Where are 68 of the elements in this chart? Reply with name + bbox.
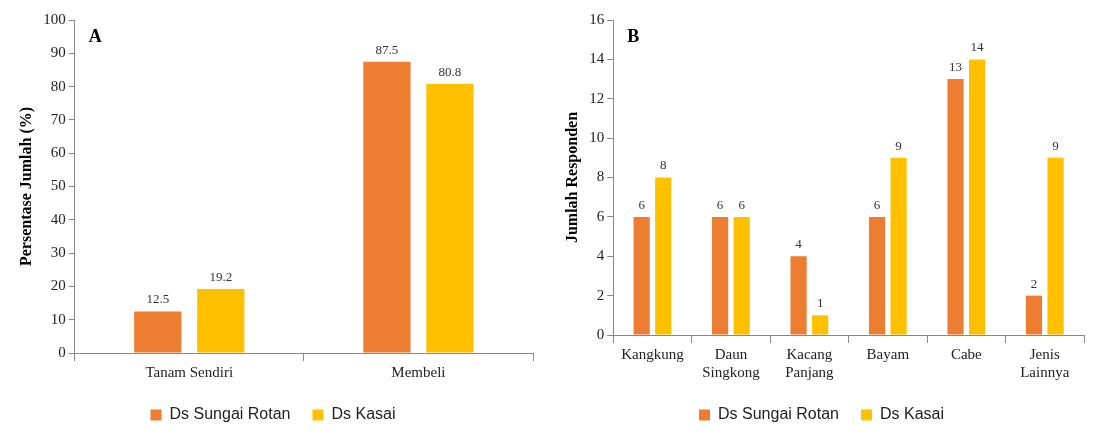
data-label: 6 — [716, 196, 724, 212]
y-tick-label: 4 — [596, 247, 605, 264]
y-axis-title: Persentase Jumlah (%) — [16, 106, 35, 267]
y-axis-title: Jumlah Responden — [562, 111, 581, 244]
bar — [633, 216, 650, 335]
y-tick-label: 0 — [596, 325, 605, 342]
y-tick-label: 2 — [596, 286, 605, 303]
y-tick-label: 12 — [589, 89, 605, 106]
y-tick-label: 100 — [43, 10, 66, 27]
bar — [790, 256, 807, 335]
x-tick-label: Tanam Sendiri — [145, 363, 234, 380]
bar — [1047, 157, 1064, 335]
bar — [712, 216, 729, 335]
legend-label: Ds Kasai — [879, 405, 944, 423]
bar — [1025, 295, 1043, 335]
data-label: 6 — [873, 196, 881, 212]
legend-label: Ds Sungai Rotan — [718, 405, 839, 423]
bar — [969, 59, 986, 335]
bar — [890, 157, 907, 335]
x-tick-label: Kacang Panjang — [785, 345, 835, 380]
data-label: 87.5 — [375, 41, 399, 57]
x-tick-label: Daun Singkong — [702, 345, 761, 380]
bar — [733, 216, 750, 335]
bar — [363, 61, 411, 353]
y-tick-label: 6 — [596, 207, 605, 224]
annotation: B — [627, 25, 640, 46]
y-tick-label: 70 — [50, 110, 66, 127]
data-label: 6 — [638, 196, 646, 212]
data-label: 14 — [970, 39, 985, 55]
data-label: 13 — [949, 58, 963, 74]
data-label: 6 — [738, 196, 746, 212]
data-label: 2 — [1030, 275, 1038, 291]
y-tick-label: 40 — [50, 210, 66, 227]
bar — [868, 216, 886, 335]
y-tick-label: 60 — [50, 144, 66, 161]
data-label: 9 — [1052, 137, 1059, 153]
data-label: 9 — [895, 137, 902, 153]
x-tick-label: Bayam — [866, 345, 910, 362]
y-tick-label: 16 — [589, 10, 605, 27]
y-tick-label: 50 — [50, 177, 66, 194]
bar — [655, 177, 672, 335]
y-tick-label: 30 — [50, 244, 66, 261]
y-tick-label: 0 — [58, 343, 66, 360]
x-tick-label: Kangkung — [621, 345, 685, 362]
data-label: 1 — [816, 295, 824, 311]
x-tick-label: Cabe — [950, 345, 983, 362]
data-label: 12.5 — [146, 291, 170, 307]
data-label: 4 — [795, 236, 803, 252]
legend-label: Ds Sungai Rotan — [169, 405, 291, 423]
bar — [426, 83, 474, 353]
y-tick-label: 90 — [50, 44, 66, 61]
bar — [134, 311, 182, 353]
annotation: A — [88, 25, 102, 46]
y-tick-label: 10 — [589, 129, 605, 146]
bar — [812, 315, 829, 335]
y-tick-label: 8 — [596, 168, 605, 185]
data-label: 80.8 — [438, 63, 462, 79]
legend-label: Ds Kasai — [331, 405, 396, 423]
x-tick-label: Membeli — [391, 363, 446, 380]
data-label: 8 — [659, 157, 667, 173]
y-tick-label: 20 — [50, 277, 66, 294]
data-label: 19.2 — [209, 268, 233, 284]
y-tick-label: 80 — [50, 77, 66, 94]
y-tick-label: 10 — [50, 310, 66, 327]
bar — [197, 289, 245, 353]
x-tick-label: Jenis Lainnya — [1020, 345, 1070, 380]
bar — [947, 79, 964, 335]
y-tick-label: 14 — [589, 50, 605, 67]
